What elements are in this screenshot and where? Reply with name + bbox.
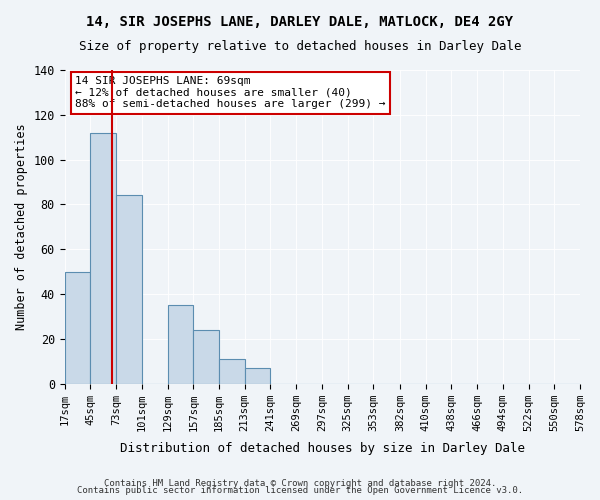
Bar xyxy=(65,272,91,384)
Text: 14 SIR JOSEPHS LANE: 69sqm
← 12% of detached houses are smaller (40)
88% of semi: 14 SIR JOSEPHS LANE: 69sqm ← 12% of deta… xyxy=(75,76,385,110)
Bar xyxy=(219,359,245,384)
Text: Contains HM Land Registry data © Crown copyright and database right 2024.: Contains HM Land Registry data © Crown c… xyxy=(104,478,496,488)
Bar xyxy=(91,132,116,384)
Text: Size of property relative to detached houses in Darley Dale: Size of property relative to detached ho… xyxy=(79,40,521,53)
Text: Contains public sector information licensed under the Open Government Licence v3: Contains public sector information licen… xyxy=(77,486,523,495)
Bar xyxy=(245,368,271,384)
Bar xyxy=(116,196,142,384)
X-axis label: Distribution of detached houses by size in Darley Dale: Distribution of detached houses by size … xyxy=(120,442,525,455)
Text: 14, SIR JOSEPHS LANE, DARLEY DALE, MATLOCK, DE4 2GY: 14, SIR JOSEPHS LANE, DARLEY DALE, MATLO… xyxy=(86,15,514,29)
Bar xyxy=(193,330,219,384)
Bar xyxy=(167,305,193,384)
Y-axis label: Number of detached properties: Number of detached properties xyxy=(15,124,28,330)
